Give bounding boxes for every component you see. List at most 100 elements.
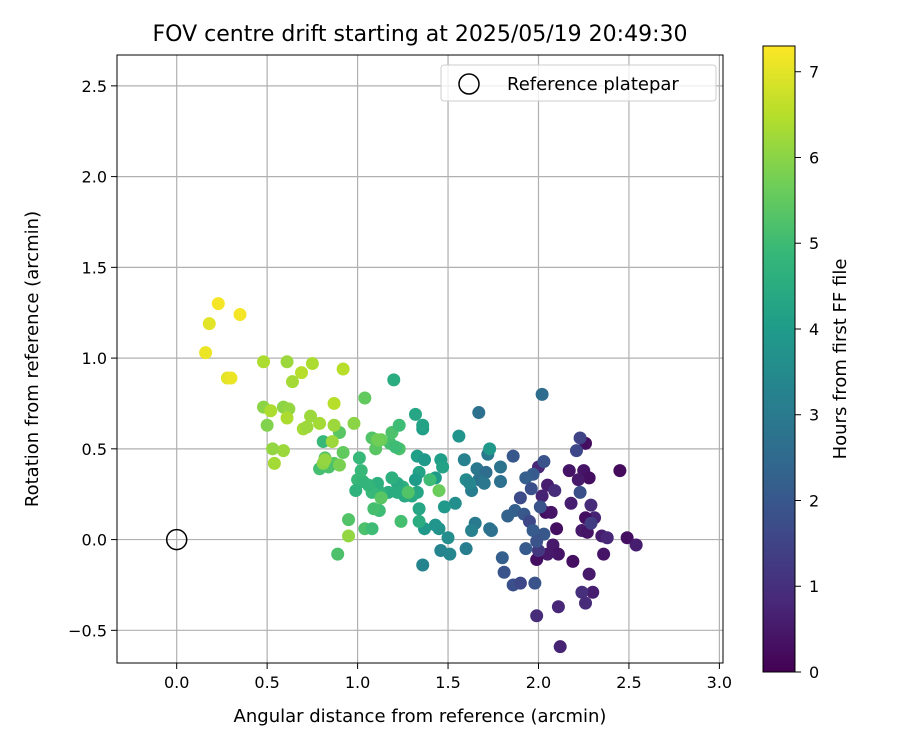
- scatter-point: [613, 464, 627, 478]
- scatter-point: [600, 531, 614, 545]
- scatter-point: [385, 471, 399, 485]
- scatter-point: [530, 609, 544, 623]
- scatter-point: [495, 551, 509, 565]
- reference-platepar-marker: [165, 528, 188, 551]
- chart-title: FOV centre drift starting at 2025/05/19 …: [153, 22, 688, 47]
- scatter-point: [390, 485, 404, 499]
- y-tick-label: 1.0: [82, 349, 107, 368]
- scatter-point: [550, 522, 564, 536]
- x-axis-label: Angular distance from reference (arcmin): [234, 706, 607, 727]
- scatter-point: [266, 442, 280, 456]
- scatter-point: [620, 531, 634, 545]
- y-axis-label: Rotation from reference (arcmin): [22, 211, 43, 507]
- scatter-point: [257, 355, 271, 369]
- legend-marker-icon: [458, 73, 480, 95]
- plot-frame: [116, 54, 724, 664]
- colorbar: 0 1 2 3 4 5 6 7 Hours from first FF file: [762, 45, 851, 682]
- scatter-point: [443, 547, 457, 561]
- scatter-point: [448, 496, 462, 510]
- scatter-point: [313, 416, 327, 430]
- scatter-point: [352, 451, 366, 465]
- legend-entry-label: Reference platepar: [507, 74, 679, 95]
- scatter-point: [579, 596, 593, 610]
- scatter-point: [501, 509, 515, 523]
- scatter-point: [629, 538, 643, 552]
- scatter-point: [342, 513, 356, 527]
- scatter-point: [202, 317, 216, 331]
- scatter-point: [582, 471, 596, 485]
- colorbar-label: Hours from first FF file: [830, 259, 851, 460]
- scatter-point: [401, 485, 415, 499]
- scatter-point: [519, 471, 533, 485]
- scatter-point: [513, 491, 527, 505]
- x-tick-label: 1.0: [345, 673, 370, 692]
- scatter-point: [544, 505, 558, 519]
- scatter-point: [347, 416, 361, 430]
- scatter-point: [463, 476, 477, 490]
- scatter-point: [199, 346, 213, 360]
- scatter-point: [224, 371, 238, 385]
- scatter-point: [408, 407, 422, 421]
- scatter-point: [484, 524, 498, 538]
- scatter-point: [374, 491, 388, 505]
- scatter-point: [336, 362, 350, 376]
- scatter-point: [573, 485, 587, 499]
- colorbar-ticks: 0 1 2 3 4 5 6 7: [795, 63, 819, 682]
- scatter-point: [548, 484, 562, 498]
- scatter-point: [354, 464, 368, 478]
- scatter-point: [459, 542, 473, 556]
- scatter-point: [571, 473, 585, 487]
- colorbar-gradient: [762, 45, 796, 673]
- scatter-point: [318, 453, 332, 467]
- colorbar-tick-label: 0: [809, 663, 819, 682]
- y-tick-label: 2.0: [82, 168, 107, 187]
- scatter-point: [537, 455, 551, 469]
- scatter-point: [551, 547, 565, 561]
- scatter-point: [437, 500, 451, 514]
- x-tick-label: 0.0: [164, 673, 189, 692]
- legend-box: [440, 64, 717, 102]
- scatter-point: [457, 453, 471, 467]
- scatter-point: [264, 404, 278, 418]
- legend: Reference platepar: [440, 64, 717, 102]
- scatter-point: [333, 458, 347, 472]
- scatter-point: [551, 600, 565, 614]
- scatter-point: [304, 409, 318, 423]
- plot-area: [117, 55, 723, 663]
- scatter-point: [528, 576, 542, 590]
- scatter-point: [367, 502, 381, 516]
- y-tick-label: 0.0: [82, 531, 107, 550]
- scatter-point: [280, 411, 294, 425]
- scatter-point: [416, 558, 430, 572]
- scatter-point: [573, 431, 587, 445]
- scatter-point: [365, 522, 379, 536]
- scatter-point: [387, 373, 401, 387]
- scatter-point: [349, 484, 363, 498]
- scatter-point: [535, 489, 549, 503]
- scatter-point: [260, 418, 274, 432]
- x-tick-label: 2.5: [616, 673, 641, 692]
- scatter-point: [535, 387, 549, 401]
- scatter-point: [267, 456, 281, 470]
- scatter-point: [562, 464, 576, 478]
- scatter-point: [564, 496, 578, 510]
- scatter-point: [392, 418, 406, 432]
- scatter-point: [358, 391, 372, 405]
- scatter-point: [394, 514, 408, 528]
- scatter-point: [370, 433, 384, 447]
- scatter-point: [472, 406, 486, 420]
- scatter-point: [597, 547, 611, 561]
- scatter-point: [586, 585, 600, 599]
- scatter-point: [533, 500, 547, 514]
- x-tick-label: 2.0: [526, 673, 551, 692]
- scatter-point: [276, 444, 290, 458]
- scatter-point: [295, 366, 309, 380]
- scatter-point: [524, 482, 538, 496]
- scatter-point: [233, 308, 247, 322]
- scatter-point: [566, 554, 580, 568]
- scatter-point: [432, 484, 446, 498]
- scatter-point: [300, 420, 314, 434]
- scatter-point: [416, 418, 430, 432]
- colorbar-tick-label: 5: [809, 234, 819, 253]
- colorbar-tick-label: 2: [809, 491, 819, 510]
